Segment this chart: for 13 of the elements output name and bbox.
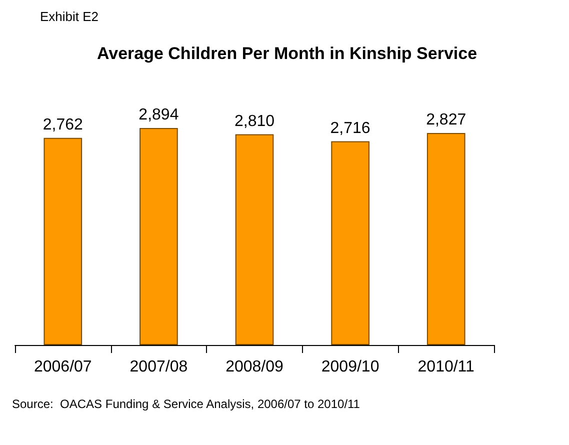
- data-label: 2,716: [330, 120, 370, 137]
- data-label: 2,810: [234, 112, 275, 130]
- x-tick-label: 2006/07: [34, 358, 92, 376]
- data-label: 2,762: [42, 116, 84, 134]
- source-note: Source: OACAS Funding & Service Analysis, 2006/07 to 2010/11: [12, 397, 360, 411]
- x-tick-label: 2007/08: [130, 358, 188, 376]
- data-label: 2,827: [426, 111, 466, 128]
- x-tick-label: 2009/10: [321, 358, 380, 376]
- data-label: 2,894: [138, 106, 179, 124]
- x-tick-label: 2008/09: [226, 358, 284, 376]
- text: Exhibit E2: [40, 9, 99, 24]
- x-tick-label: 2010/11: [418, 358, 475, 376]
- chart-title: Average Children Per Month in Kinship Service: [96, 44, 478, 63]
